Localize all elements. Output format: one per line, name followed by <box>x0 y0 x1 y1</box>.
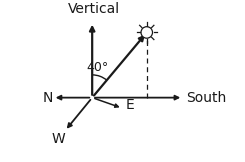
Text: W: W <box>52 132 66 146</box>
Text: South: South <box>186 91 226 105</box>
Text: E: E <box>125 98 134 112</box>
Text: N: N <box>43 91 53 105</box>
Circle shape <box>141 27 153 38</box>
Text: Vertical: Vertical <box>68 2 120 16</box>
Text: 40°: 40° <box>86 61 108 74</box>
